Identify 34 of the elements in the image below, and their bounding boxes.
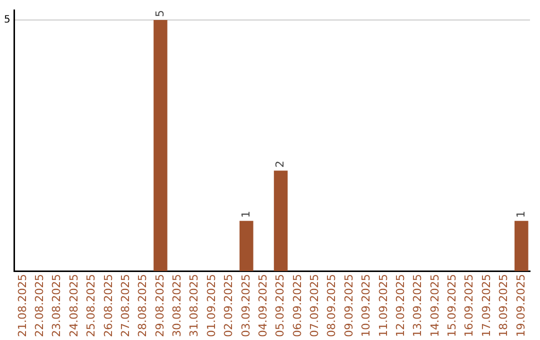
x-tick-label: 26.08.2025 — [102, 274, 115, 338]
data-label: 1 — [514, 210, 528, 218]
x-tick-label: 12.09.2025 — [394, 274, 407, 338]
x-tick-label: 01.09.2025 — [204, 274, 218, 338]
x-tick-label: 15.09.2025 — [446, 274, 459, 338]
x-tick-label: 27.08.2025 — [118, 274, 132, 338]
x-tick-label: 04.09.2025 — [256, 274, 270, 338]
x-tick-label: 07.09.2025 — [308, 274, 322, 338]
x-tick-label: 09.09.2025 — [342, 274, 356, 338]
x-tick-label: 05.09.2025 — [274, 274, 287, 338]
x-tick-label: 03.09.2025 — [239, 274, 252, 338]
x-tick-label: 22.08.2025 — [33, 274, 46, 338]
x-tick-label: 02.09.2025 — [222, 274, 236, 338]
x-tick-label: 11.09.2025 — [376, 274, 390, 338]
x-tick-label: 08.09.2025 — [325, 274, 338, 338]
x-tick-label: 06.09.2025 — [290, 274, 304, 338]
x-tick-label: 18.09.2025 — [497, 274, 510, 338]
data-label: 2 — [274, 160, 287, 168]
x-tick-label: 29.08.2025 — [153, 274, 166, 338]
x-tick-label: 31.08.2025 — [188, 274, 201, 338]
x-tick-label: 14.09.2025 — [428, 274, 442, 338]
x-tick-label: 10.09.2025 — [360, 274, 373, 338]
x-tick-label: 30.08.2025 — [170, 274, 184, 338]
x-tick-label: 24.08.2025 — [67, 274, 80, 338]
x-tick-label: 28.08.2025 — [136, 274, 150, 338]
x-tick-label: 25.08.2025 — [84, 274, 98, 338]
data-label: 5 — [153, 10, 166, 18]
x-tick-label: 13.09.2025 — [411, 274, 424, 338]
x-tick-label: 17.09.2025 — [480, 274, 493, 338]
x-tick-label: 21.08.2025 — [16, 274, 29, 338]
data-label: 1 — [239, 210, 252, 218]
x-tick-label: 16.09.2025 — [462, 274, 476, 338]
x-tick-label: 19.09.2025 — [514, 274, 528, 338]
x-tick-label: 23.08.2025 — [50, 274, 64, 338]
